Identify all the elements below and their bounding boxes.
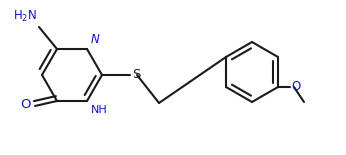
Text: N: N xyxy=(91,33,100,46)
Text: O: O xyxy=(291,80,300,93)
Text: S: S xyxy=(132,67,140,80)
Text: NH: NH xyxy=(91,105,108,115)
Text: O: O xyxy=(20,98,31,111)
Text: H$_2$N: H$_2$N xyxy=(13,9,37,24)
